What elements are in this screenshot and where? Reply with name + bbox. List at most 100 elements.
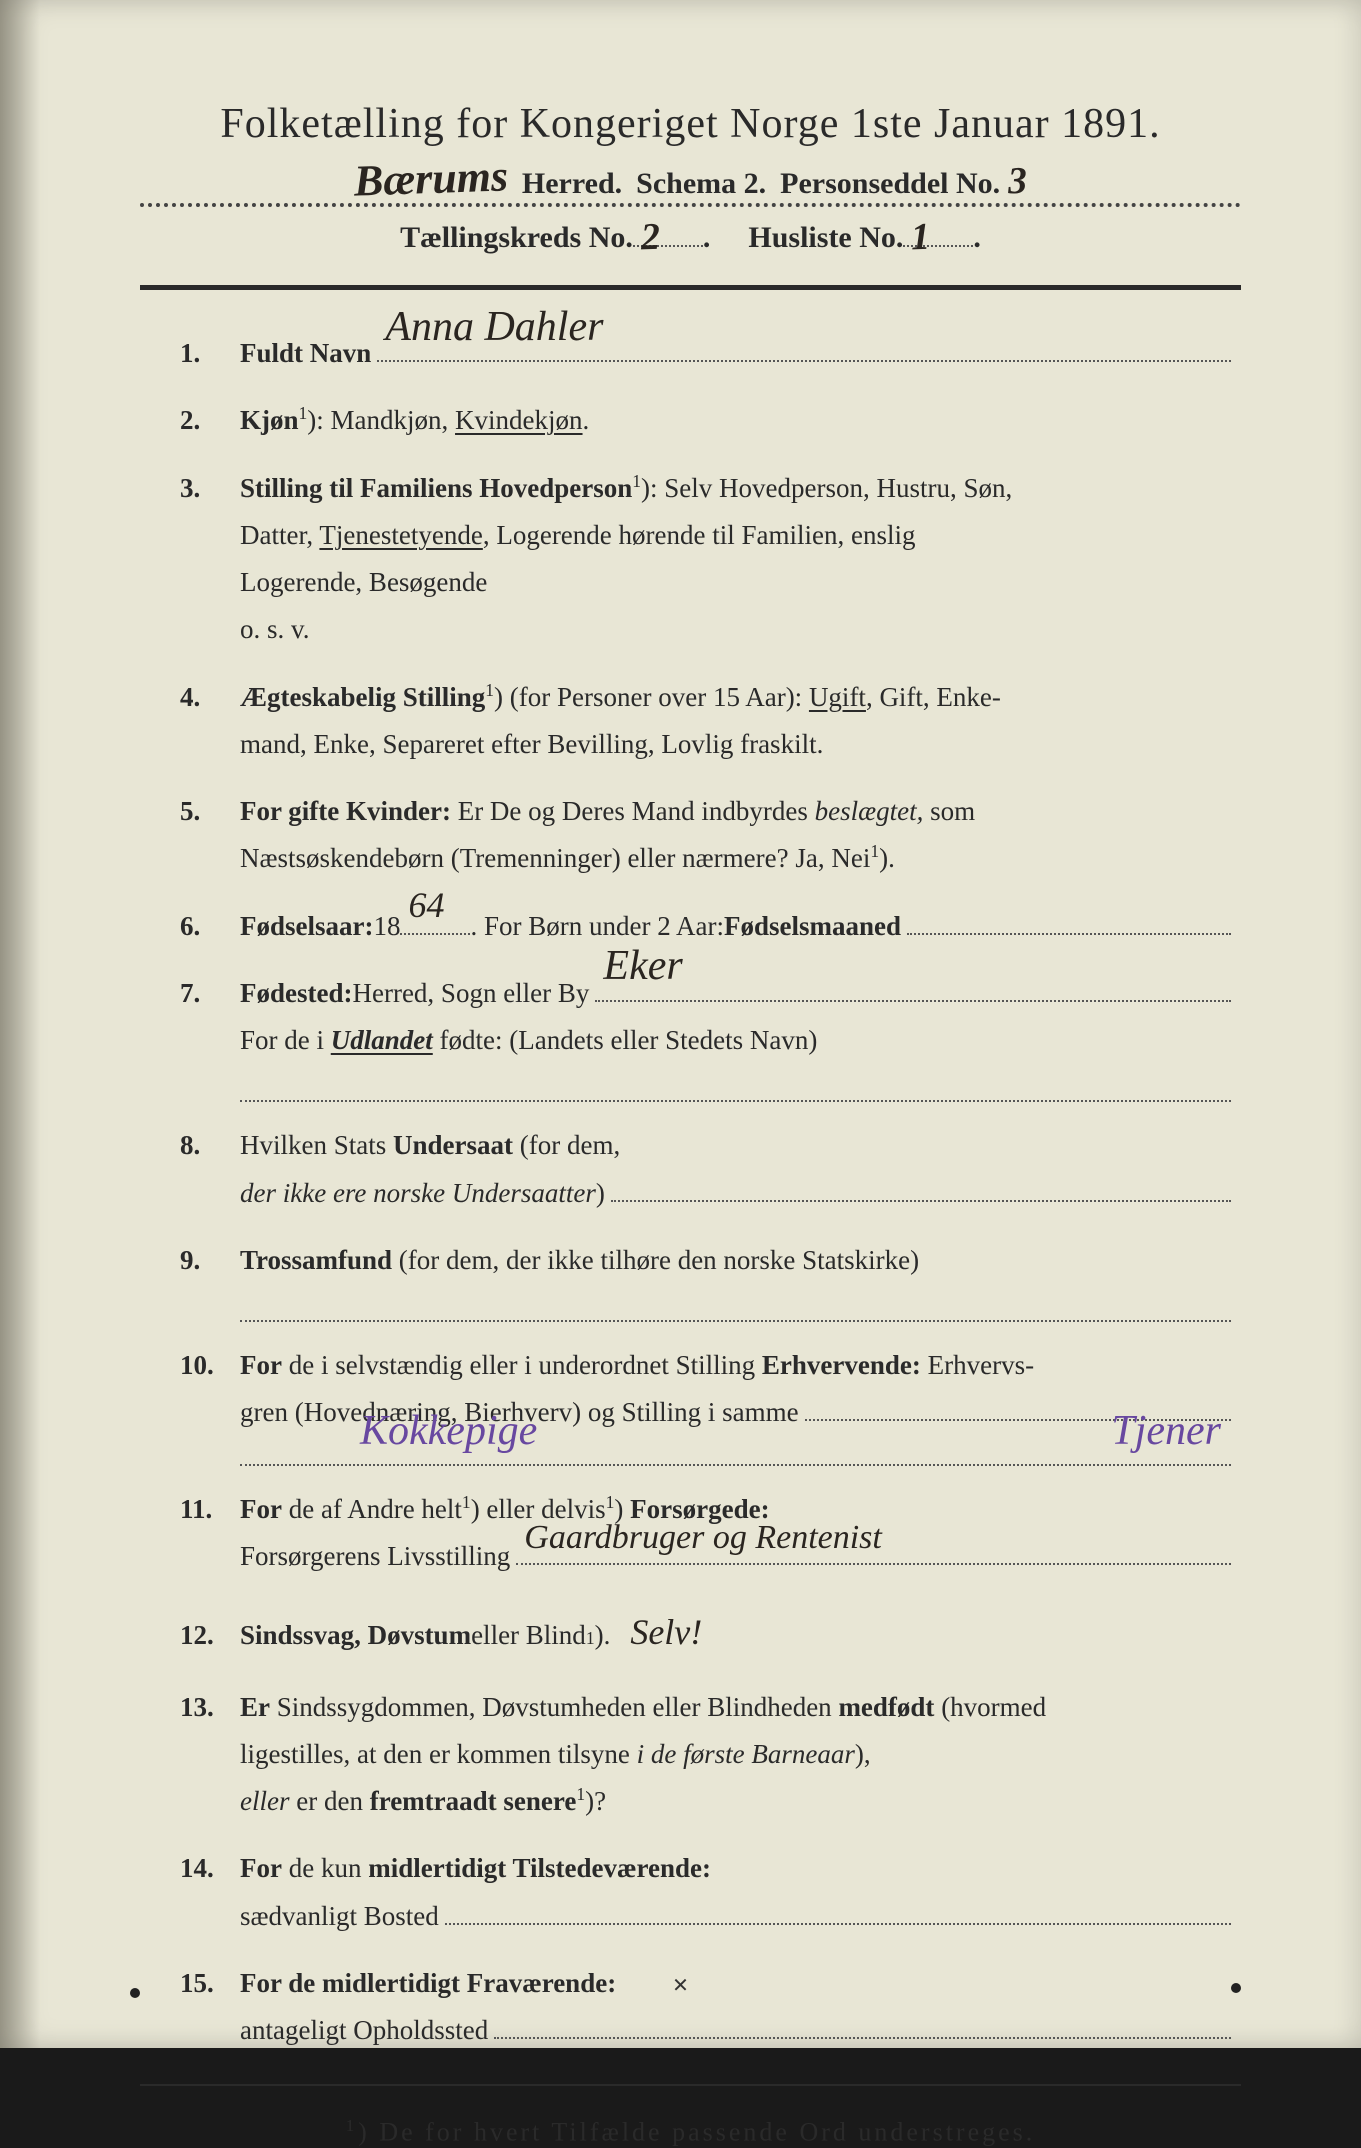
center-mark: ✕ xyxy=(672,1973,689,1998)
item-14: 14. For de kun midlertidigt Tilstedevære… xyxy=(180,1845,1231,1940)
item-5-ital: beslægtet, xyxy=(815,796,924,826)
item-7: 7. Fødested: Herred, Sogn eller By Eker … xyxy=(180,970,1231,1103)
item-3: 3. Stilling til Familiens Hovedperson1):… xyxy=(180,465,1231,654)
item-4-label: Ægteskabelig Stilling xyxy=(240,682,485,712)
item-13-ital: i de første Barneaar xyxy=(637,1739,855,1769)
form-body: 1. Fuldt Navn Anna Dahler 2. Kjøn1): Man… xyxy=(140,330,1241,2054)
item-3-line1: ): Selv Hovedperson, Hustru, Søn, xyxy=(641,473,1012,503)
item-13: 13. Er Sindssygdommen, Døvstumheden elle… xyxy=(180,1684,1231,1826)
item-13-sup: 1 xyxy=(576,1784,585,1804)
item-12-text: eller Blind xyxy=(471,1612,586,1659)
item-9-label: Trossamfund xyxy=(240,1245,392,1275)
item-6-year-fill: 64 xyxy=(400,908,470,935)
taellingskreds-label: Tællingskreds No. xyxy=(400,221,633,255)
item-1-handwritten: Anna Dahler xyxy=(385,291,603,365)
item-5-tail: ). xyxy=(879,843,895,873)
item-11-num: 11. xyxy=(180,1486,240,1533)
taellingskreds-fill: 2 xyxy=(633,245,703,247)
personseddel-label: Personseddel No. xyxy=(780,167,1000,201)
item-8-bold: Undersaat xyxy=(393,1130,513,1160)
item-11-line1b: de af Andre helt xyxy=(282,1494,462,1524)
item-2: 2. Kjøn1): Mandkjøn, Kvindekjøn. xyxy=(180,397,1231,444)
item-6-fill2 xyxy=(907,905,1231,935)
taellingskreds-no: 2 xyxy=(641,226,661,249)
item-2-underlined: Kvindekjøn xyxy=(455,405,583,435)
item-5-line2: Næstsøskendebørn (Tremenninger) eller næ… xyxy=(240,843,870,873)
husliste-no: 1 xyxy=(911,226,931,249)
item-11: 11. For de af Andre helt1) eller delvis1… xyxy=(180,1486,1231,1581)
item-8-line2tail: ) xyxy=(596,1170,605,1217)
item-15-line2: antageligt Opholdssted xyxy=(240,2007,488,2054)
item-12-sup: 1 xyxy=(586,1623,595,1654)
item-11-hw: Gaardbruger og Rentenist xyxy=(524,1508,882,1568)
item-5: 5. For gifte Kvinder: Er De og Deres Man… xyxy=(180,788,1231,883)
item-6-mid: . For Børn under 2 Aar: xyxy=(470,903,723,950)
item-4-num: 4. xyxy=(180,674,240,721)
item-11-line2: Forsørgerens Livsstilling xyxy=(240,1533,510,1580)
personseddel-no: 3 xyxy=(1008,170,1028,193)
item-8-line2ital: der ikke ere norske Undersaatter xyxy=(240,1170,596,1217)
item-8-line1: Hvilken Stats xyxy=(240,1130,393,1160)
item-7-label: Fødested: xyxy=(240,970,352,1017)
item-9-num: 9. xyxy=(180,1237,240,1284)
thin-divider xyxy=(140,2084,1241,2086)
item-5-line1: Er De og Deres Mand indbyrdes xyxy=(451,796,815,826)
footnote-sup: 1 xyxy=(346,2116,358,2135)
item-10-fill2: Kokkepige Tjener xyxy=(240,1437,1231,1467)
item-12-tail: ). xyxy=(595,1612,611,1659)
item-11-sup1: 1 xyxy=(462,1492,471,1512)
footnote: 1) De for hvert Tilfælde passende Ord un… xyxy=(140,2116,1241,2148)
husliste-label: Husliste No. xyxy=(748,221,903,255)
item-3-num: 3. xyxy=(180,465,240,512)
item-4-under: Ugift xyxy=(809,682,866,712)
item-2-sup: 1 xyxy=(299,403,308,423)
item-3-line4: o. s. v. xyxy=(240,614,310,644)
item-5-label: For gifte Kvinder: xyxy=(240,796,451,826)
item-1-label: Fuldt Navn xyxy=(240,330,371,377)
item-3-line2b: , Logerende hørende til Familien, enslig xyxy=(483,520,916,550)
main-title: Folketælling for Kongeriget Norge 1ste J… xyxy=(140,100,1241,148)
item-6-year-hw: 64 xyxy=(408,874,444,937)
item-10-hw1: Kokkepige xyxy=(360,1395,537,1469)
item-6-label: Fødselsaar: xyxy=(240,903,373,950)
item-15-fill xyxy=(494,2010,1231,2040)
item-14-fill xyxy=(445,1895,1231,1925)
item-13-line3a: er den xyxy=(289,1786,369,1816)
item-1-fill: Anna Dahler xyxy=(377,332,1231,362)
item-11-line1a: For xyxy=(240,1494,282,1524)
item-1: 1. Fuldt Navn Anna Dahler xyxy=(180,330,1231,377)
item-10-line1a: For xyxy=(240,1350,282,1380)
footnote-text: ) De for hvert Tilfælde passende Ord und… xyxy=(358,2118,1035,2147)
ink-spot-right xyxy=(1231,1983,1241,1993)
item-3-sup: 1 xyxy=(632,471,641,491)
item-9: 9. Trossamfund (for dem, der ikke tilhør… xyxy=(180,1237,1231,1322)
item-3-label: Stilling til Familiens Hovedperson xyxy=(240,473,632,503)
herred-handwritten: Bærums xyxy=(353,163,508,195)
item-13-line3b: )? xyxy=(585,1786,606,1816)
item-7-line2a: For de i xyxy=(240,1025,331,1055)
item-14-line1a: For xyxy=(240,1853,282,1883)
item-13-bold1: medfødt xyxy=(838,1692,934,1722)
item-13-num: 13. xyxy=(180,1684,240,1731)
item-8-num: 8. xyxy=(180,1122,240,1169)
item-7-line2ital: Udlandet xyxy=(331,1025,433,1055)
item-11-fill: Gaardbruger og Rentenist xyxy=(516,1536,1231,1566)
item-5-num: 5. xyxy=(180,788,240,835)
item-13-line1b: Sindssygdommen, Døvstumheden eller Blind… xyxy=(270,1692,838,1722)
item-8: 8. Hvilken Stats Undersaat (for dem, der… xyxy=(180,1122,1231,1217)
item-9-blank-line xyxy=(240,1294,1231,1322)
item-8-line1b: (for dem, xyxy=(513,1130,620,1160)
item-4: 4. Ægteskabelig Stilling1) (for Personer… xyxy=(180,674,1231,769)
item-13-line3ital: eller xyxy=(240,1786,289,1816)
ink-spot-left xyxy=(130,1988,140,1998)
item-10: 10. For de i selvstændig eller i underor… xyxy=(180,1342,1231,1466)
item-14-num: 14. xyxy=(180,1845,240,1892)
item-15-line1a: For de xyxy=(240,1968,322,1998)
item-10-bold: Erhvervende: xyxy=(762,1350,921,1380)
item-12: 12. Sindssvag, Døvstum eller Blind1). Se… xyxy=(180,1601,1231,1664)
item-14-line2: sædvanligt Bosted xyxy=(240,1893,439,1940)
item-7-line2b: fødte: (Landets eller Stedets Navn) xyxy=(433,1025,818,1055)
item-13-bold2: fremtraadt senere xyxy=(370,1786,577,1816)
thick-divider xyxy=(140,285,1241,290)
census-form-page: Folketælling for Kongeriget Norge 1ste J… xyxy=(0,0,1361,2048)
